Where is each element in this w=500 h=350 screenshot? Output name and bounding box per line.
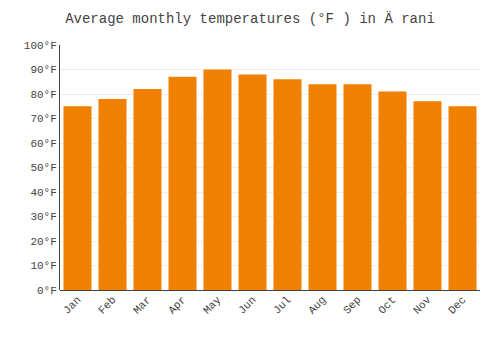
- svg-text:50°F: 50°F: [30, 162, 56, 174]
- svg-text:60°F: 60°F: [30, 138, 56, 150]
- svg-text:90°F: 90°F: [30, 64, 56, 76]
- svg-text:30°F: 30°F: [30, 211, 56, 223]
- svg-text:Jun: Jun: [236, 294, 258, 316]
- svg-text:Sep: Sep: [341, 294, 363, 316]
- svg-text:10°F: 10°F: [30, 260, 56, 272]
- svg-text:80°F: 80°F: [30, 89, 56, 101]
- svg-text:Dec: Dec: [446, 294, 468, 316]
- svg-text:70°F: 70°F: [30, 113, 56, 125]
- svg-text:Mar: Mar: [131, 294, 153, 316]
- svg-text:Apr: Apr: [166, 294, 188, 316]
- svg-text:Average monthly temperatures (: Average monthly temperatures (°F ) in Ä …: [65, 10, 435, 27]
- svg-text:Nov: Nov: [411, 294, 434, 317]
- svg-text:Aug: Aug: [306, 294, 328, 316]
- svg-text:20°F: 20°F: [30, 236, 56, 248]
- svg-text:100°F: 100°F: [24, 40, 57, 52]
- svg-text:40°F: 40°F: [30, 187, 56, 199]
- svg-text:Feb: Feb: [96, 294, 118, 316]
- svg-text:Jul: Jul: [271, 294, 293, 316]
- svg-text:Jan: Jan: [61, 294, 83, 316]
- svg-text:May: May: [201, 294, 224, 317]
- svg-text:0°F: 0°F: [37, 285, 57, 297]
- svg-text:Oct: Oct: [376, 294, 398, 316]
